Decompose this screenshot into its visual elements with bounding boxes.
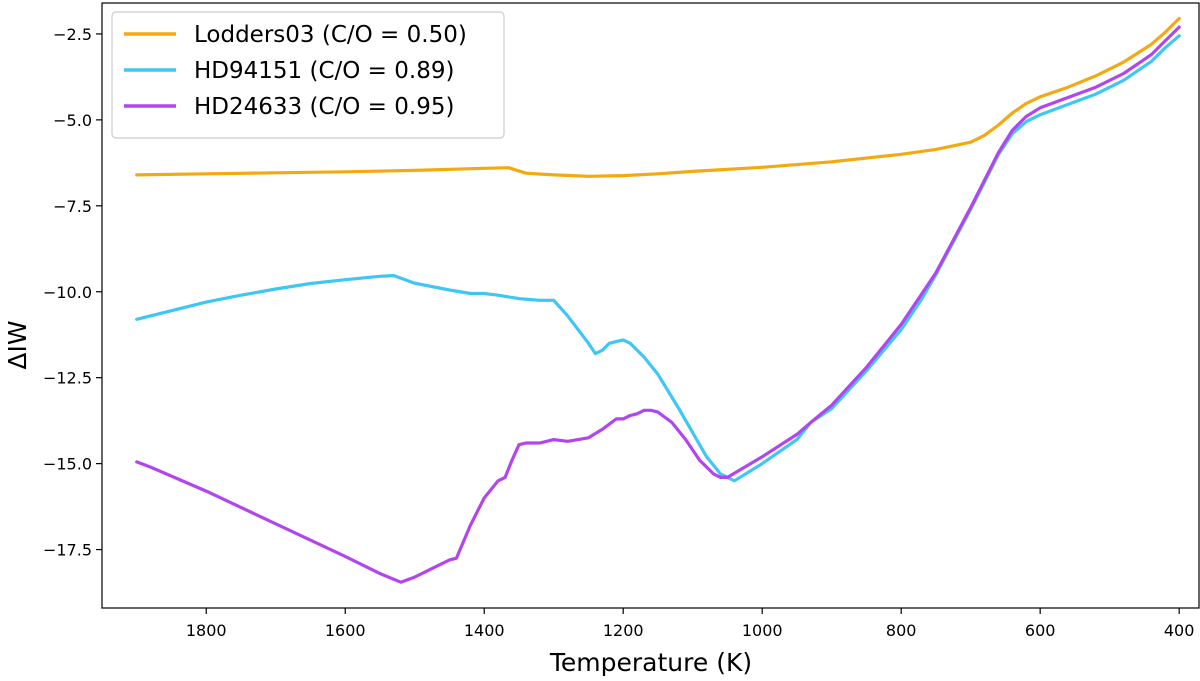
- legend-label-2: HD94151 (C/O = 0.89): [194, 58, 454, 84]
- plot-area: [101, 2, 1200, 609]
- x-tick-label: 400: [1164, 621, 1195, 640]
- y-tick-label: −2.5: [53, 25, 92, 44]
- x-tick-label: 600: [1025, 621, 1056, 640]
- plot-frame: [101, 2, 1200, 609]
- y-tick-label: −5.0: [53, 111, 92, 130]
- legend-label-1: Lodders03 (C/O = 0.50): [194, 22, 467, 48]
- y-tick-label: −10.0: [43, 283, 92, 302]
- y-tick-label: −17.5: [43, 541, 92, 560]
- legend-label-3: HD24633 (C/O = 0.95): [194, 94, 454, 120]
- y-axis-label: ΔIW: [3, 320, 32, 369]
- y-tick-label: −7.5: [53, 197, 92, 216]
- legend-frame: [111, 11, 505, 139]
- x-tick-label: 1400: [464, 621, 505, 640]
- x-axis: 1800 1600 1400 1200 1000 800 600 400: [186, 608, 1195, 640]
- x-tick-label: 1800: [186, 621, 227, 640]
- x-tick-label: 1200: [603, 621, 644, 640]
- x-tick-label: 1600: [325, 621, 366, 640]
- y-tick-label: −12.5: [43, 369, 92, 388]
- series-line-3: [135, 25, 1181, 584]
- x-tick-label: 1000: [742, 621, 783, 640]
- x-tick-label: 800: [886, 621, 917, 640]
- y-tick-label: −15.0: [43, 455, 92, 474]
- legend: Lodders03 (C/O = 0.50) HD94151 (C/O = 0.8…: [111, 11, 505, 139]
- x-axis-label: Temperature (K): [549, 648, 752, 677]
- series-line-1: [135, 16, 1181, 178]
- y-axis: −2.5 −5.0 −7.5 −10.0 −12.5 −15.0 −17.5: [43, 25, 102, 560]
